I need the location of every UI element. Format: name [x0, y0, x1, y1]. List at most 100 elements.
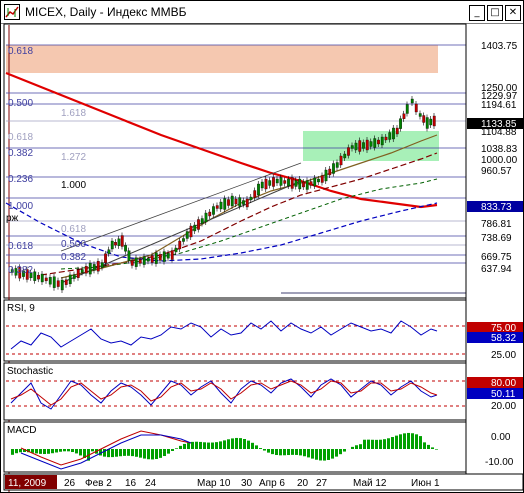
candle-body: [362, 142, 365, 149]
macd-bar: [223, 440, 226, 449]
macd-bar: [283, 449, 286, 456]
candle-body: [272, 177, 275, 187]
macd-bar: [379, 439, 382, 449]
candle-body: [40, 273, 44, 283]
fib-label: 1.000: [8, 201, 33, 212]
candle-body: [339, 155, 343, 166]
rsi-level-badge: [467, 322, 523, 333]
candle-body: [150, 255, 154, 263]
fib-label: 0.500: [61, 239, 86, 250]
macd-bar: [71, 449, 74, 453]
main-chart-panel[interactable]: 0.618 0.500 0.618 0.382 0.236 1.000 0.61…: [3, 23, 523, 492]
close-button[interactable]: ✕: [505, 5, 521, 21]
macd-level: -10.00: [485, 457, 514, 468]
macd-bar: [323, 449, 326, 461]
rsi-panel[interactable]: RSI, 9 75.00 58.32 25.00: [3, 299, 523, 362]
macd-bar: [183, 443, 186, 449]
time-label: 27: [316, 478, 328, 489]
time-label: 24: [145, 478, 157, 489]
stochastic-panel[interactable]: Stochastic 80.00 50.11 20.00: [3, 362, 523, 421]
current-price-badge: [467, 118, 523, 129]
candle-body: [33, 271, 37, 281]
candle-body: [350, 145, 354, 149]
macd-bar: [403, 433, 406, 449]
moving-average-red: [5, 71, 438, 209]
macd-bar: [115, 449, 118, 457]
candle-body: [197, 219, 200, 230]
title-bar[interactable]: MICEX, Daily - Индекс ММВБ _ □ ✕: [1, 1, 523, 24]
candle-body: [328, 168, 332, 176]
candle-body: [134, 257, 138, 267]
candle-body: [324, 169, 328, 182]
candle-body: [117, 238, 121, 246]
macd-bar: [143, 449, 146, 459]
macd-bar: [55, 449, 58, 453]
macd-signal-line-blue: [20, 434, 192, 470]
candle-body: [146, 258, 150, 262]
price-label: 1229.97: [481, 91, 518, 102]
candle-body: [347, 147, 350, 156]
macd-bar: [239, 438, 242, 449]
price-label: 637.94: [481, 264, 512, 275]
candle-body: [402, 113, 406, 119]
candle-body: [14, 268, 18, 276]
rsi-title: RSI, 9: [7, 303, 35, 314]
macd-panel[interactable]: MACD 0.00 -10.00: [3, 421, 514, 473]
highlight-price-badge: [467, 201, 523, 212]
candle-body: [290, 177, 294, 189]
macd-level: 0.00: [491, 432, 511, 443]
price-label: 960.57: [481, 166, 512, 177]
rsi-level: 25.00: [491, 350, 516, 361]
candle-body: [405, 104, 409, 114]
macd-bar: [179, 445, 182, 449]
macd-bar: [423, 442, 426, 449]
macd-bar: [351, 446, 354, 449]
macd-bar: [15, 449, 18, 454]
macd-bar: [167, 449, 170, 454]
macd-bar: [139, 449, 142, 458]
candle-body: [204, 212, 208, 223]
macd-bar: [111, 449, 114, 458]
macd-bar: [363, 439, 366, 449]
macd-bar: [211, 442, 214, 449]
candle-body: [410, 98, 414, 104]
time-label: Фев 2: [85, 478, 112, 489]
candle-body: [88, 262, 92, 275]
candle-body: [48, 277, 52, 285]
candle-body: [104, 253, 107, 263]
fib-label: 0.236: [8, 174, 33, 185]
macd-bar: [419, 436, 422, 449]
time-label: 30: [241, 478, 253, 489]
macd-bar: [431, 447, 434, 449]
macd-bar: [427, 444, 430, 449]
macd-bar: [335, 449, 338, 457]
time-label: 16: [125, 478, 137, 489]
stoch-level: 20.00: [491, 401, 516, 412]
price-label: 1250.00: [481, 83, 518, 94]
macd-bar: [255, 445, 258, 449]
macd-bar: [159, 449, 162, 458]
candle-body: [384, 136, 388, 141]
candle-body: [154, 252, 158, 264]
fib-label: 0.382: [8, 265, 33, 276]
macd-bar: [163, 449, 166, 457]
candle-body: [22, 270, 25, 277]
candle-body: [162, 251, 166, 262]
candle-body: [429, 118, 433, 126]
macd-bar: [263, 449, 266, 451]
candle-body: [422, 115, 426, 123]
candle-body: [399, 118, 402, 129]
maximize-button[interactable]: □: [487, 5, 503, 21]
candle-body: [317, 178, 320, 183]
macd-bar: [307, 449, 310, 458]
candle-body: [358, 140, 362, 152]
minimize-button[interactable]: _: [469, 5, 485, 21]
macd-histogram: [11, 432, 438, 461]
candle-body: [268, 180, 272, 186]
candle-body: [287, 178, 290, 187]
candle-body: [208, 211, 212, 217]
chart-area[interactable]: 0.618 0.500 0.618 0.382 0.236 1.000 0.61…: [1, 23, 523, 492]
macd-bar: [287, 449, 290, 456]
candle-body: [369, 141, 373, 147]
